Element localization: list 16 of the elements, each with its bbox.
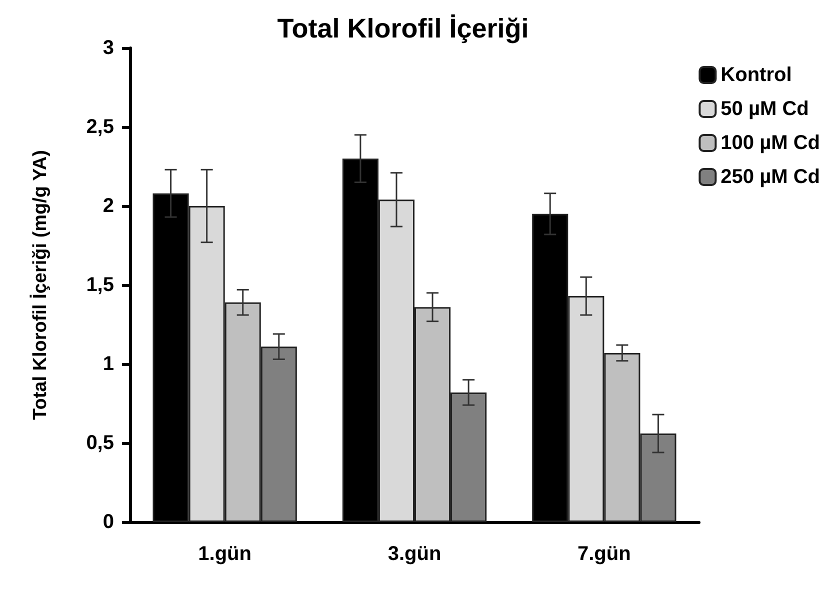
y-tick-label: 1 — [102, 353, 114, 375]
legend-label: Kontrol — [720, 64, 792, 86]
y-axis-title: Total Klorofil İçeriği (mg/g YA) — [29, 150, 51, 420]
chart-title: Total Klorofil İçeriği — [277, 14, 529, 44]
legend-label: 250 µM Cd — [720, 166, 820, 188]
x-tick-label: 1.gün — [198, 543, 252, 565]
y-tick-label: 0,5 — [86, 432, 114, 454]
y-tick-label: 1,5 — [86, 274, 114, 296]
y-tick-label: 0 — [102, 511, 114, 533]
legend-label: 50 µM Cd — [720, 98, 809, 120]
y-tick-label: 2,5 — [86, 116, 114, 138]
legend-label: 100 µM Cd — [720, 132, 820, 154]
y-tick-label: 2 — [102, 195, 114, 217]
x-tick-label: 3.gün — [388, 543, 442, 565]
x-tick-label: 7.gün — [577, 543, 631, 565]
y-tick-label: 3 — [102, 37, 114, 59]
